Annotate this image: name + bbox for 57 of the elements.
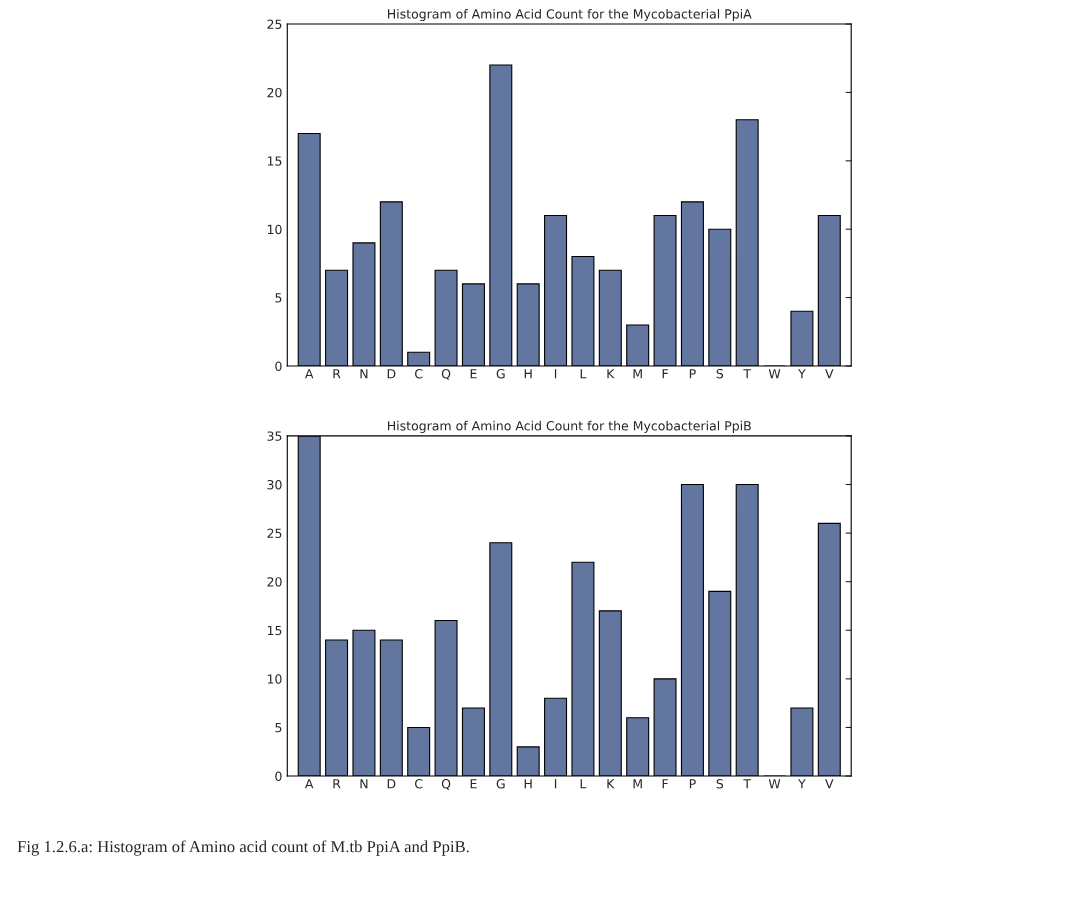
y-tick-label: 10 [267,224,282,235]
x-tick-label: F [662,369,668,379]
x-tick-label: N [360,779,368,789]
x-tick-label: W [768,369,781,379]
y-tick-label: 35 [267,431,282,441]
x-tick-label: Y [798,779,806,789]
y-tick-label: 0 [275,771,282,781]
x-tick-label: V [825,369,834,379]
x-tick-label: D [387,369,396,379]
y-tick-label: 5 [275,723,282,733]
x-tick-label: T [743,779,752,789]
y-tick-label: 20 [267,577,282,587]
x-tick-label: G [496,779,505,789]
x-tick-label: C [415,368,423,379]
x-tick-label: W [768,779,781,789]
x-tick-label: L [580,779,587,789]
y-tick-label: 5 [275,293,282,303]
x-tick-label: S [716,368,724,379]
x-tick-label: R [333,779,341,789]
x-tick-label: V [825,779,834,789]
x-tick-label: A [305,369,314,379]
x-tick-label: M [633,779,642,789]
x-tick-label: I [554,779,557,789]
y-tick-label: 20 [267,87,282,98]
chart-title: Histogram of Amino Acid Count for the Mycobacterial PpiA [388,8,752,22]
y-tick-label: 30 [267,479,282,490]
x-tick-label: E [470,369,477,379]
x-tick-label: P [689,779,696,789]
x-tick-label: G [496,368,505,379]
chart-title: Histogram of Amino Acid Count for the Mycobacterial PpiB [388,420,751,433]
x-tick-label: A [305,779,314,789]
y-tick-label: 0 [275,361,282,371]
y-tick-label: 25 [267,19,282,29]
x-tick-label: S [716,779,724,789]
x-tick-label: C [415,779,423,789]
y-tick-label: 15 [267,625,282,636]
x-tick-label: H [524,779,532,789]
x-tick-label: R [333,369,341,379]
x-tick-label: F [662,779,668,789]
x-tick-label: M [633,369,642,379]
x-tick-label: E [470,779,477,789]
y-tick-label: 10 [267,674,282,684]
x-tick-label: P [689,369,696,379]
x-tick-label: Q [441,779,451,790]
x-tick-label: Q [441,368,451,380]
x-tick-label: K [607,779,615,789]
x-tick-label: L [580,369,587,379]
x-tick-label: K [607,369,615,379]
x-tick-label: I [554,369,557,379]
x-tick-label: H [524,369,532,379]
x-tick-label: N [360,369,368,379]
x-tick-label: D [387,779,396,789]
x-tick-label: T [743,369,752,379]
x-tick-label: Y [798,369,806,379]
y-tick-label: 15 [267,156,282,166]
caption: Fig 1.2.6.a: Histogram of Amino acid count of M.tb PpiA and PpiB. [17,840,469,856]
y-tick-label: 25 [267,528,282,539]
